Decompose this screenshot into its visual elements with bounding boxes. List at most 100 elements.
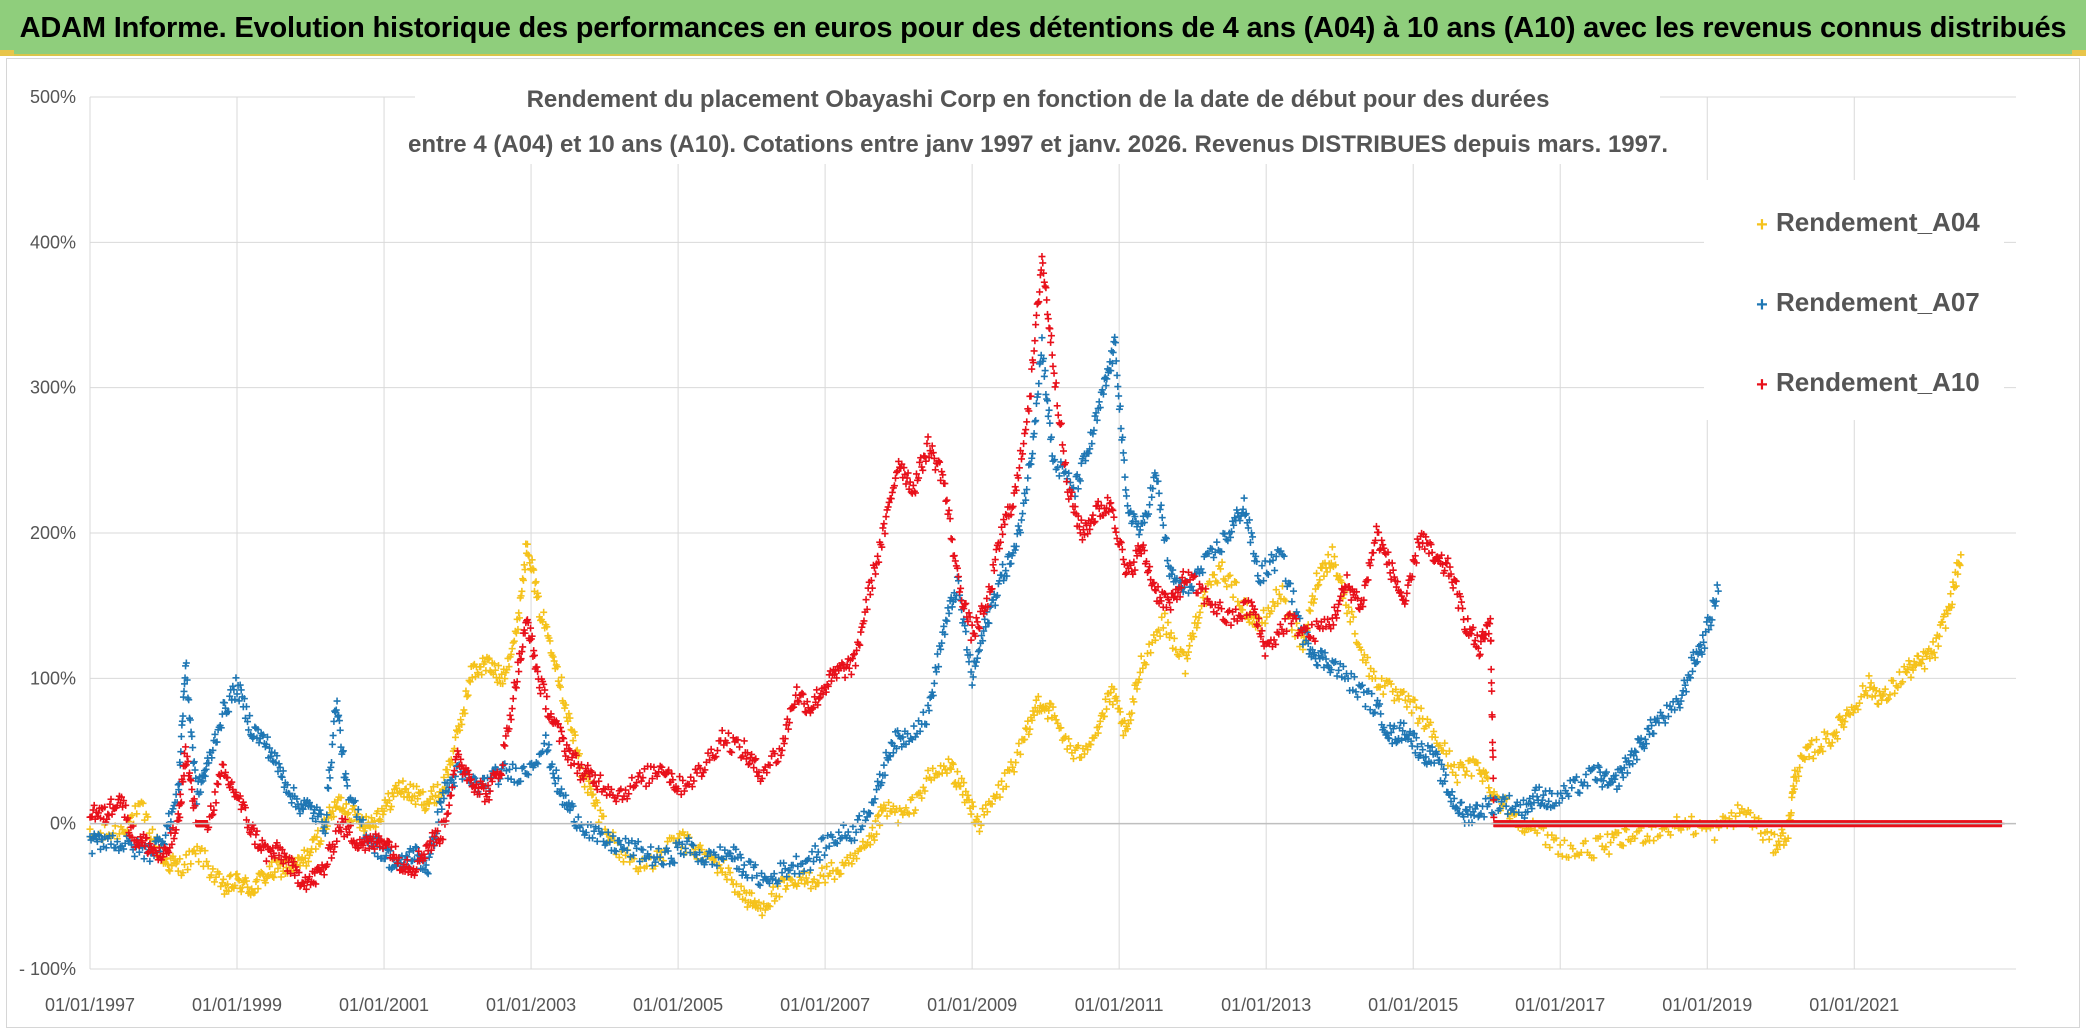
data-point (290, 784, 298, 792)
data-point (1371, 674, 1379, 682)
data-point (885, 798, 893, 806)
data-point (1170, 634, 1178, 642)
data-point (777, 751, 785, 759)
data-point (236, 681, 244, 689)
data-point (1045, 706, 1053, 714)
data-point (974, 647, 982, 655)
data-point (337, 794, 345, 802)
data-point (212, 873, 220, 881)
data-point (523, 770, 531, 778)
data-point (225, 708, 233, 716)
data-point (1049, 703, 1057, 711)
data-point (1856, 699, 1864, 707)
data-point (1453, 778, 1461, 786)
data-point (857, 844, 865, 852)
data-point (1784, 834, 1792, 842)
data-point (1005, 767, 1013, 775)
data-point (1346, 618, 1354, 626)
data-point (177, 748, 185, 756)
data-point (1427, 718, 1435, 726)
data-point (542, 731, 550, 739)
data-point (1271, 566, 1279, 574)
data-point (1823, 730, 1831, 738)
data-point (325, 803, 333, 811)
data-point (1054, 411, 1062, 419)
data-point (1849, 709, 1857, 717)
data-point (1422, 722, 1430, 730)
data-point (910, 722, 918, 730)
data-point (379, 810, 387, 818)
data-point (908, 794, 916, 802)
data-point (1240, 494, 1248, 502)
data-point (593, 799, 601, 807)
data-point (761, 906, 769, 914)
data-point (1474, 759, 1482, 767)
data-point (1479, 777, 1487, 785)
data-point (422, 805, 430, 813)
data-point (1310, 595, 1318, 603)
data-point (462, 687, 470, 695)
data-point (1126, 509, 1134, 517)
data-point (1039, 259, 1047, 267)
data-point (259, 870, 267, 878)
data-point (1199, 594, 1207, 602)
data-point (1229, 593, 1237, 601)
data-point (1158, 613, 1166, 621)
data-point (1461, 771, 1469, 779)
data-point (945, 609, 953, 617)
data-point (229, 682, 237, 690)
data-point (1489, 774, 1497, 782)
data-point (182, 743, 190, 751)
data-point (326, 774, 334, 782)
data-point (1156, 505, 1164, 513)
data-point (245, 726, 253, 734)
data-point (530, 651, 538, 659)
data-point (1859, 682, 1867, 690)
data-point (615, 853, 623, 861)
data-point (195, 858, 203, 866)
data-point (876, 821, 884, 829)
data-point (1650, 730, 1658, 738)
data-point (1487, 665, 1495, 673)
x-tick-label: 01/01/2021 (1809, 995, 1899, 1015)
data-point (220, 890, 228, 898)
data-point (540, 740, 548, 748)
data-point (1189, 630, 1197, 638)
data-point (1015, 740, 1023, 748)
data-point (944, 604, 952, 612)
data-point (261, 879, 269, 887)
data-point (571, 731, 579, 739)
data-point (1336, 573, 1344, 581)
data-point (728, 748, 736, 756)
legend-marker-a04: + (1756, 214, 1768, 236)
chart-title-line-1: Rendement du placement Obayashi Corp en … (527, 86, 1550, 113)
data-point (946, 764, 954, 772)
data-point (788, 876, 796, 884)
data-point (1713, 581, 1721, 589)
data-point (109, 832, 117, 840)
data-point (1043, 296, 1051, 304)
data-point (211, 788, 219, 796)
data-point (1032, 321, 1040, 329)
data-point (210, 878, 218, 886)
data-point (960, 779, 968, 787)
data-point (451, 733, 459, 741)
data-point (1569, 845, 1577, 853)
data-point (135, 848, 143, 856)
data-point (1314, 582, 1322, 590)
data-point (1190, 633, 1198, 641)
data-point (271, 868, 279, 876)
data-point (1313, 569, 1321, 577)
data-point (484, 656, 492, 664)
data-point (215, 870, 223, 878)
data-point (792, 852, 800, 860)
data-point (543, 748, 551, 756)
data-point (514, 625, 522, 633)
data-point (1556, 841, 1564, 849)
data-point (919, 466, 927, 474)
data-point (428, 793, 436, 801)
chart-legend: + Rendement_A04 + Rendement_A07 + Rendem… (1704, 180, 2004, 420)
data-point (994, 781, 1002, 789)
y-tick-label: 0% (50, 814, 76, 834)
data-point (219, 761, 227, 769)
